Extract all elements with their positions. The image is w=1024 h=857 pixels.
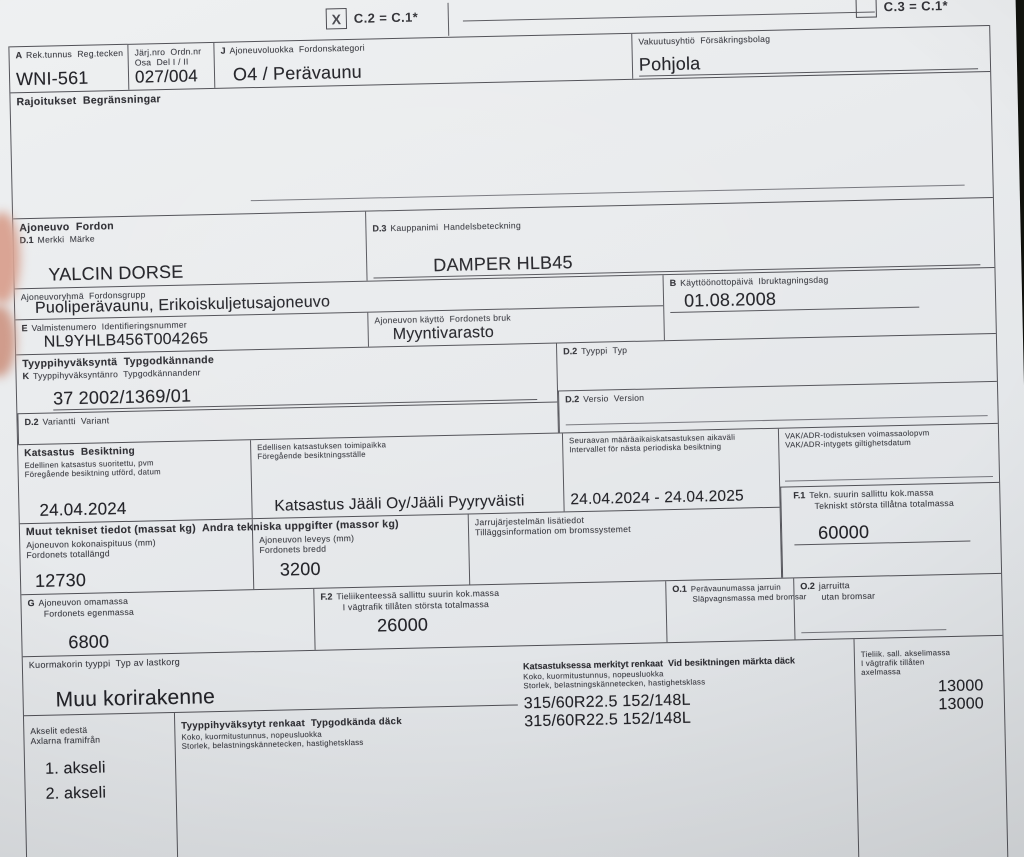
field-kuormakori: Kuormakorin tyyppi Typ av lastkorg Muu k… bbox=[23, 646, 518, 715]
value-kokonaispituus: 12730 bbox=[34, 569, 87, 591]
rajoitukset-blank-line bbox=[250, 184, 965, 202]
label-o1-2: Släpvagnsmassa med bromsar bbox=[692, 591, 807, 604]
code-a: A bbox=[15, 50, 23, 61]
value-leveys: 3200 bbox=[279, 558, 321, 580]
label-reg-tunnus: Rek.tunnus Reg.tecken bbox=[25, 47, 124, 61]
field-edellinen-katsastus: Katsastus Besiktning Edellinen katsastus… bbox=[18, 440, 252, 523]
top-strip-line bbox=[462, 11, 875, 22]
code-f1: F.1 bbox=[793, 490, 806, 501]
code-d2-versio: D.2 bbox=[565, 394, 580, 405]
value-edellinen-katsastus: 24.04.2024 bbox=[39, 498, 127, 520]
rajoitukset-section: Rajoitukset Begränsningar bbox=[10, 71, 993, 219]
code-o2: O.2 bbox=[800, 580, 815, 592]
c2-label: C.2 = C.1* bbox=[353, 9, 419, 26]
value-kayttoonottopaiva: 01.08.2008 bbox=[669, 285, 920, 313]
label-d2-tyyppi: Tyyppi Typ bbox=[581, 344, 628, 356]
field-rajoitukset: Rajoitukset Begränsningar bbox=[10, 72, 992, 218]
field-vakuutusyhtio: Vakuutusyhtiö Försäkringsbolag Pohjola bbox=[631, 26, 991, 79]
field-jarrujarjestelma: Jarrujärjestelmän lisätiedot Tilläggsinf… bbox=[467, 507, 782, 585]
value-omamassa: 6800 bbox=[68, 631, 110, 653]
label-ajoneuvoluokka: Ajoneuvoluokka Fordonskategori bbox=[229, 42, 365, 56]
code-k: K bbox=[22, 371, 30, 382]
field-katsastuksessa-renkaat: Katsastuksessa merkityt renkaat Vid besi… bbox=[517, 639, 859, 857]
code-d1: D.1 bbox=[19, 235, 34, 246]
value-f1: 60000 bbox=[793, 519, 971, 546]
value-seuraava-katsastus: 24.04.2024 - 24.04.2025 bbox=[570, 487, 745, 509]
holding-finger bbox=[0, 212, 20, 304]
code-d2-variantti: D.2 bbox=[24, 416, 39, 428]
akselit-renkaat-row: Akselit edestä Axlarna framifrån 1. akse… bbox=[23, 704, 522, 857]
code-o1: O.1 bbox=[672, 583, 687, 595]
label-d2-versio: Versio Version bbox=[583, 392, 645, 404]
field-akselimassa: Tieliik. sall. akselimassa I vägtrafik t… bbox=[853, 635, 1008, 857]
field-f1-kokmassa: F.1 Tekn. suurin sallittu kok.massa Tekni… bbox=[780, 481, 1002, 578]
code-j: J bbox=[220, 45, 226, 56]
code-f2: F.2 bbox=[320, 591, 333, 602]
field-vak-adr: VAK/ADR-todistuksen voimassaolopvm VAK/A… bbox=[779, 424, 999, 487]
field-katsastuksen-toimipaikka: Edellisen katsastuksen toimipaikka Föreg… bbox=[250, 433, 564, 519]
value-akseli-1: 1. akseli bbox=[44, 759, 106, 779]
c3-equals-c1-group: C.3 = C.1* bbox=[855, 0, 948, 18]
kuormakori-renkaat-section: Kuormakorin tyyppi Typ av lastkorg Muu k… bbox=[22, 634, 1008, 857]
label-merkki: Merkki Märke bbox=[37, 233, 95, 245]
c2-checkbox: X bbox=[325, 8, 348, 30]
field-f2-kokmassa: F.2 Tieliikenteessä sallittu suurin kok.m… bbox=[313, 581, 667, 650]
value-akseli-2: 2. akseli bbox=[45, 784, 107, 803]
code-g: G bbox=[27, 597, 35, 609]
code-b: B bbox=[669, 277, 677, 289]
c3-checkbox bbox=[855, 0, 877, 18]
label-kauppanimi: Kauppanimi Handelsbeteckning bbox=[390, 220, 522, 234]
field-merkki: Ajoneuvo Fordon D.1 Merkki Märke YALCIN D… bbox=[13, 212, 366, 289]
o2-blank-line bbox=[801, 629, 947, 634]
bottom-left-column: Kuormakorin tyyppi Typ av lastkorg Muu k… bbox=[23, 646, 522, 857]
field-omamassa: G Ajoneuvon omamassa Fordonets egenmassa … bbox=[21, 589, 314, 656]
vak-blank-line bbox=[785, 476, 993, 482]
c2-checkbox-mark: X bbox=[331, 10, 342, 27]
code-e: E bbox=[21, 323, 28, 334]
field-reg-tunnus: A Rek.tunnus Reg.tecken WNI-561 bbox=[9, 45, 128, 93]
field-jarjestysnro: Järj.nro Ordn.nr Osa Del I / II 027/004 bbox=[127, 42, 215, 90]
katsastus-massat-right: VAK/ADR-todistuksen voimassaolopvm VAK/A… bbox=[777, 423, 1002, 578]
c3-label: C.3 = C.1* bbox=[883, 0, 949, 15]
holding-finger-2 bbox=[0, 305, 16, 377]
value-reg-tunnus: WNI-561 bbox=[15, 67, 89, 90]
label-akselimassa-3: axelmassa bbox=[861, 667, 901, 678]
field-kayttoonottopaiva: B Käyttöönottopäivä Ibruktagningsdag 01.0… bbox=[662, 267, 996, 341]
value-f2: 26000 bbox=[376, 614, 429, 636]
value-akselimassa-2: 13000 bbox=[938, 694, 985, 713]
top-strip-divider bbox=[447, 2, 450, 36]
code-d3: D.3 bbox=[372, 223, 387, 234]
label-o2-1: jarruitta bbox=[818, 580, 850, 591]
field-o2: O.2 jarruitta utan bromsar bbox=[793, 573, 1003, 640]
field-tyyppihyvaksytyt-renkaat: Tyyppihyväksytyt renkaat Typgodkända däc… bbox=[173, 705, 522, 857]
label-kayttoonottopaiva: Käyttöönottopäivä Ibruktagningsdag bbox=[680, 274, 829, 288]
label-akselit-2: Axlarna framifrån bbox=[30, 734, 101, 747]
katsastus-massat-left: Katsastus Besiktning Edellinen katsastus… bbox=[18, 428, 782, 595]
label-variantti: Variantti Variant bbox=[42, 415, 110, 427]
field-seuraava-katsastus: Seuraavan määräaikaiskatsastuksen aikavä… bbox=[561, 428, 780, 512]
field-akselit: Akselit edestä Axlarna framifrån 1. akse… bbox=[24, 713, 178, 857]
code-d2-tyyppi: D.2 bbox=[563, 346, 578, 357]
katsastus-massat-section: Katsastus Besiktning Edellinen katsastus… bbox=[18, 422, 1002, 595]
field-o1: O.1 Perävaunumassa jarruin Släpvagnsmassa… bbox=[665, 578, 807, 643]
value-jarjnro: 027/004 bbox=[134, 66, 199, 87]
tyyppihyvaksynta-left: Tyyppihyväksyntä Typgodkännande K Tyyppih… bbox=[16, 344, 558, 445]
tyyppihyvaksynta-right: D.2 Tyyppi Typ D.2 Versio Version bbox=[555, 333, 998, 433]
registration-form-table: A Rek.tunnus Reg.tecken WNI-561 Järj.nro … bbox=[8, 24, 1009, 857]
label-vakuutusyhtio: Vakuutusyhtiö Försäkringsbolag bbox=[638, 33, 771, 47]
c2-equals-c1-group: X C.2 = C.1* bbox=[325, 6, 419, 30]
